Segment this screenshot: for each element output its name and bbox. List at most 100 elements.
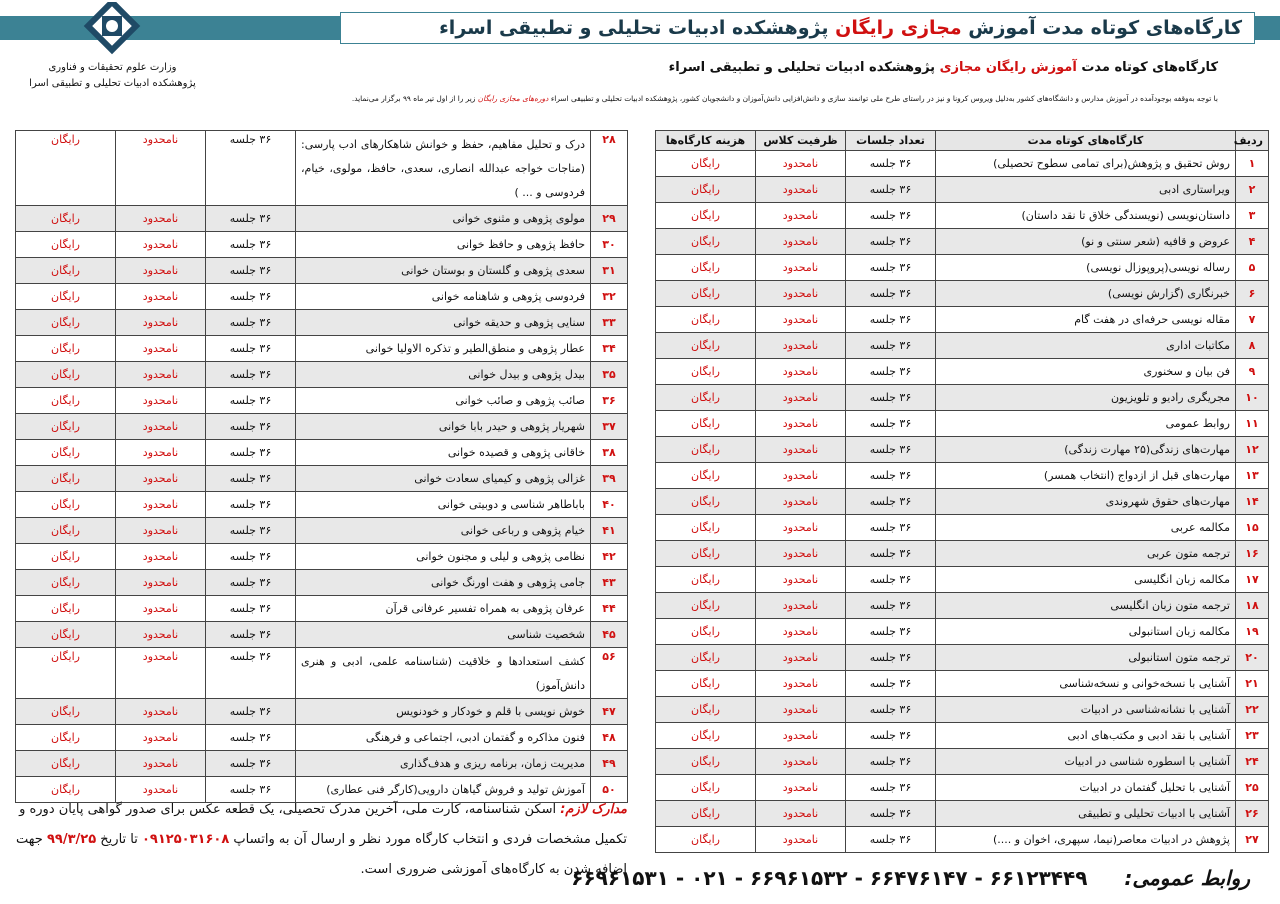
sessions: ۳۶ جلسه — [845, 748, 936, 775]
row-number: ۳۳ — [590, 309, 628, 336]
intro-text: زیر را از اول تیر ماه ۹۹ برگزار می‌نماید… — [351, 94, 476, 103]
row-number: ۱۱ — [1235, 410, 1269, 437]
table-row: ۸ مکاتبات اداری ۳۶ جلسه نامحدود رایگان — [655, 332, 1269, 359]
table-row: ۷ مقاله نویسی حرفه‌ای در هفت گام ۳۶ جلسه نا… — [655, 306, 1269, 333]
cost: رایگان — [655, 306, 756, 333]
row-number: ۱ — [1235, 150, 1269, 177]
requirements-date: ۹۹/۳/۲۵ — [46, 832, 97, 847]
intro-text: با توجه به‌وقفه بوجودآمده در آموزش مدارس… — [550, 94, 1218, 103]
row-number: ۵۰ — [590, 776, 628, 803]
table-row: ۲۸ درک و تحلیل مفاهیم، حفظ و خوانش شاهکار… — [15, 130, 628, 206]
banner: کارگاه‌های کوتاه مدت آموزش مجازی رایگان … — [0, 12, 1280, 46]
workshop-title: صائب پژوهی و صائب خوانی — [295, 387, 591, 414]
capacity: نامحدود — [755, 462, 846, 489]
capacity: نامحدود — [755, 800, 846, 827]
cost: رایگان — [655, 826, 756, 853]
table-row: ۵۶ کشف استعدادها و خلاقیت (شناسنامه علمی،… — [15, 647, 628, 699]
cost: رایگان — [655, 436, 756, 463]
cost: رایگان — [655, 202, 756, 229]
table-row: ۴۸ فنون مذاکره و گفتمان ادبی، اجتماعی و ف… — [15, 724, 628, 751]
row-number: ۱۶ — [1235, 540, 1269, 567]
capacity: نامحدود — [115, 439, 206, 466]
row-number: ۱۴ — [1235, 488, 1269, 515]
capacity: نامحدود — [115, 750, 206, 777]
row-number: ۳۴ — [590, 335, 628, 362]
row-number: ۴۰ — [590, 491, 628, 518]
table-row: ۳۴ عطار پژوهی و منطق‌الطیر و تذکره الاولی… — [15, 335, 628, 362]
row-number: ۱۰ — [1235, 384, 1269, 411]
table-row: ۱۸ ترجمه متون زبان انگلیسی ۳۶ جلسه نامحدود ر… — [655, 592, 1269, 619]
capacity: نامحدود — [755, 358, 846, 385]
workshop-title: ترجمه متون عربی — [935, 540, 1236, 567]
sessions: ۳۶ جلسه — [205, 595, 296, 622]
workshop-title: روش تحقیق و پژوهش(برای تمامی سطوح تحصیلی… — [935, 150, 1236, 177]
requirements-text: اسکن شناسنامه، کارت ملی، آخرین مدرک تحصی… — [19, 802, 627, 847]
capacity: نامحدود — [755, 774, 846, 801]
sessions: ۳۶ جلسه — [845, 618, 936, 645]
banner-box: کارگاه‌های کوتاه مدت آموزش مجازی رایگان … — [340, 12, 1255, 44]
capacity: نامحدود — [115, 543, 206, 570]
capacity: نامحدود — [755, 306, 846, 333]
cost: رایگان — [655, 488, 756, 515]
table-row: ۱۵ مکالمه عربی ۳۶ جلسه نامحدود رایگان — [655, 514, 1269, 541]
workshop-title: داستان‌نویسی (نویسندگی خلاق تا نقد داستا… — [935, 202, 1236, 229]
table-row: ۳۰ حافظ پژوهی و حافظ خوانی ۳۶ جلسه نامحدود ر… — [15, 231, 628, 258]
row-number: ۲۹ — [590, 205, 628, 232]
table-row: ۲۵ آشنایی با تحلیل گفتمان در ادبیات ۳۶ جلس… — [655, 774, 1269, 801]
sessions: ۳۶ جلسه — [845, 228, 936, 255]
capacity: نامحدود — [115, 231, 206, 258]
capacity: نامحدود — [115, 724, 206, 751]
row-number: ۳۶ — [590, 387, 628, 414]
intro-highlight: دوره‌های مجازی رایگان — [477, 94, 549, 103]
capacity: نامحدود — [755, 332, 846, 359]
capacity: نامحدود — [755, 592, 846, 619]
workshop-title: مکالمه زبان استانبولی — [935, 618, 1236, 645]
workshop-title: سعدی پژوهی و گلستان و بوستان خوانی — [295, 257, 591, 284]
cost: رایگان — [15, 130, 116, 206]
cost: رایگان — [655, 774, 756, 801]
row-number: ۳۵ — [590, 361, 628, 388]
capacity: نامحدود — [755, 488, 846, 515]
table-row: ۱۶ ترجمه متون عربی ۳۶ جلسه نامحدود رایگان — [655, 540, 1269, 567]
requirements-label: مدارک لازم: — [560, 802, 627, 817]
cost: رایگان — [15, 205, 116, 232]
table-row: ۱۷ مکالمه زبان انگلیسی ۳۶ جلسه نامحدود رایگا… — [655, 566, 1269, 593]
row-number: ۴۱ — [590, 517, 628, 544]
workshop-title: مکالمه عربی — [935, 514, 1236, 541]
cost: رایگان — [655, 800, 756, 827]
table-row: ۱۳ مهارت‌های قبل از ازدواج (انتخاب همسر) ۳… — [655, 462, 1269, 489]
sessions: ۳۶ جلسه — [205, 569, 296, 596]
cost: رایگان — [15, 309, 116, 336]
right-table: ردیف کارگاه‌های کوتاه مدت تعداد جلسات ظرفیت… — [655, 130, 1269, 853]
cost: رایگان — [655, 384, 756, 411]
logo-line: وزارت علوم تحقیقات و فناوری — [48, 62, 177, 73]
left-table: ۲۸ درک و تحلیل مفاهیم، حفظ و خوانش شاهکار… — [15, 130, 628, 803]
requirements: مدارک لازم: اسکن شناسنامه، کارت ملی، آخر… — [15, 795, 627, 885]
capacity: نامحدود — [115, 283, 206, 310]
table-row: ۶ خبرنگاری (گزارش نویسی) ۳۶ جلسه نامحدود رای… — [655, 280, 1269, 307]
column-header: کارگاه‌های کوتاه مدت — [935, 130, 1236, 151]
sessions: ۳۶ جلسه — [205, 309, 296, 336]
sessions: ۳۶ جلسه — [845, 826, 936, 853]
workshop-title: فردوسی پژوهی و شاهنامه خوانی — [295, 283, 591, 310]
workshop-title: روابط عمومی — [935, 410, 1236, 437]
column-header: ظرفیت کلاس — [755, 130, 846, 151]
table-row: ۲۰ ترجمه متون استانبولی ۳۶ جلسه نامحدود رایگ… — [655, 644, 1269, 671]
workshop-title: مهارت‌های حقوق شهروندی — [935, 488, 1236, 515]
sessions: ۳۶ جلسه — [845, 670, 936, 697]
cost: رایگان — [15, 465, 116, 492]
table-row: ۲۶ آشنایی با ادبیات تحلیلی و تطبیقی ۳۶ جلس… — [655, 800, 1269, 827]
row-number: ۳۰ — [590, 231, 628, 258]
row-number: ۴۲ — [590, 543, 628, 570]
workshop-title: خیام پژوهی و رباعی خوانی — [295, 517, 591, 544]
sessions: ۳۶ جلسه — [845, 332, 936, 359]
sessions: ۳۶ جلسه — [205, 387, 296, 414]
cost: رایگان — [15, 335, 116, 362]
subtitle-highlight: آموزش رایگان مجازی — [939, 60, 1077, 75]
cost: رایگان — [655, 462, 756, 489]
table-row: ۱۰ مجریگری رادیو و تلویزیون ۳۶ جلسه نامحدود… — [655, 384, 1269, 411]
table-row: ۴۴ عرفان پژوهی به همراه تفسیر عرفانی قرآن… — [15, 595, 628, 622]
row-number: ۴۹ — [590, 750, 628, 777]
capacity: نامحدود — [115, 257, 206, 284]
